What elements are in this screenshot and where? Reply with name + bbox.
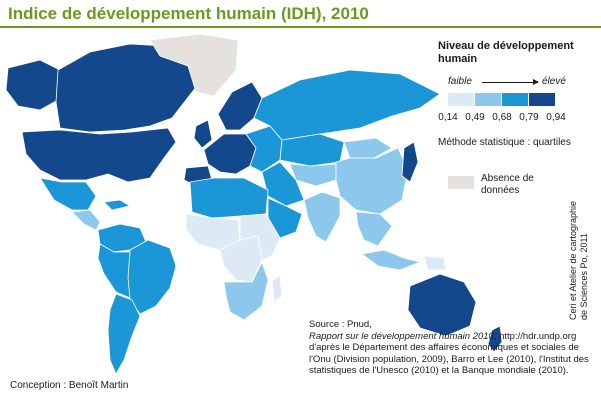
- legend-break-label: 0,14: [438, 112, 458, 123]
- region-argentina-chile: [107, 293, 141, 375]
- source-note: Source : Pnud, Rapport sur le développem…: [309, 319, 599, 377]
- region-southern-africa: [223, 261, 269, 321]
- region-madagascar: [271, 275, 283, 303]
- source-line: Source : Pnud,: [309, 319, 372, 330]
- legend-direction: faible élevé: [448, 76, 568, 90]
- no-data-swatch: [448, 176, 474, 189]
- no-data-label: Absence de données: [481, 173, 534, 196]
- region-canada: [55, 43, 201, 133]
- source-report-title: Rapport sur le développement humain 2010: [309, 330, 494, 342]
- legend-title: Niveau de développement humain: [438, 40, 574, 65]
- legend-swatch-2: [475, 93, 501, 106]
- legend-swatch-1: [448, 93, 474, 106]
- region-australia: [407, 273, 477, 337]
- legend-break-label: 0,94: [546, 112, 566, 123]
- region-scandinavia: [217, 81, 263, 131]
- region-greenland: [149, 33, 239, 97]
- region-russia: [253, 69, 441, 141]
- legend-low-label: faible: [448, 76, 472, 87]
- region-indonesia: [361, 249, 421, 271]
- design-credit: Conception : Benoît Martin: [10, 380, 129, 391]
- arrow-right-icon: [482, 79, 539, 85]
- source-report-suffix: ,: [493, 330, 497, 342]
- region-alaska: [5, 59, 61, 111]
- region-china: [335, 147, 409, 215]
- title-rule: [0, 26, 601, 28]
- legend-swatch-4: [529, 93, 555, 106]
- legend-method: Méthode statistique : quartiles: [438, 137, 571, 148]
- legend-break-label: 0,79: [519, 112, 539, 123]
- legend-swatch-3: [502, 93, 528, 106]
- region-southeast-asia: [355, 211, 393, 247]
- region-mongolia: [343, 137, 393, 159]
- region-usa: [21, 127, 177, 183]
- legend-break-label: 0,49: [465, 112, 485, 123]
- region-uk-ireland: [193, 119, 213, 149]
- region-kazakhstan: [279, 133, 345, 167]
- region-papua-new-guinea: [423, 255, 447, 271]
- region-peru-bolivia: [97, 243, 131, 299]
- world-map: [5, 33, 503, 375]
- region-east-africa: [239, 213, 281, 261]
- region-japan-korea: [401, 141, 419, 183]
- legend-break-label: 0,68: [492, 112, 512, 123]
- source-body: http://hdr.undp.org d'après le Départeme…: [309, 330, 589, 377]
- map-title: Indice de développement humain (IDH), 20…: [8, 4, 369, 23]
- region-caribbean: [103, 199, 131, 211]
- region-new-zealand: [487, 325, 503, 353]
- region-north-africa: [189, 177, 269, 219]
- region-india: [303, 191, 341, 243]
- legend-high-label: élevé: [542, 76, 566, 87]
- region-central-america: [71, 209, 101, 231]
- credits: Ceri et Atelier de cartographie de Scien…: [568, 200, 589, 320]
- region-mexico: [39, 177, 97, 211]
